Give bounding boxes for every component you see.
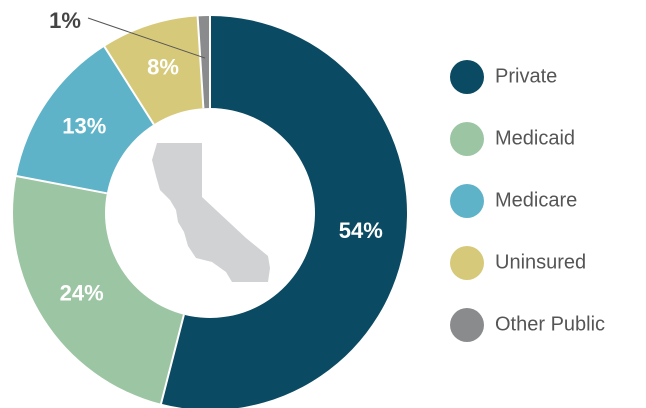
donut-slice [13, 176, 184, 404]
legend-swatch [450, 122, 484, 156]
legend-swatch [450, 246, 484, 280]
donut-slice [161, 16, 407, 408]
donut-slice [197, 16, 210, 109]
slice-separator [15, 174, 108, 195]
legend-swatch [450, 308, 484, 342]
slice-label: 54% [339, 218, 383, 243]
legend-swatch [450, 184, 484, 218]
donut-slice [16, 46, 154, 194]
slice-separator [103, 45, 155, 125]
california-map [152, 143, 270, 282]
legend-label: Medicare [495, 189, 577, 211]
legend-swatch [450, 60, 484, 94]
legend-label: Other Public [495, 313, 605, 335]
donut-slice [104, 16, 204, 125]
slice-label: 8% [147, 54, 179, 79]
legend-label: Private [495, 65, 557, 87]
slice-separator [196, 15, 205, 109]
legend-label: Uninsured [495, 251, 586, 273]
slice-label: 13% [62, 113, 106, 138]
slice-label: 24% [60, 280, 104, 305]
leader-line [87, 17, 206, 59]
slice-separator [159, 314, 185, 406]
slice-label: 1% [49, 8, 81, 33]
legend-label: Medicaid [495, 127, 575, 149]
